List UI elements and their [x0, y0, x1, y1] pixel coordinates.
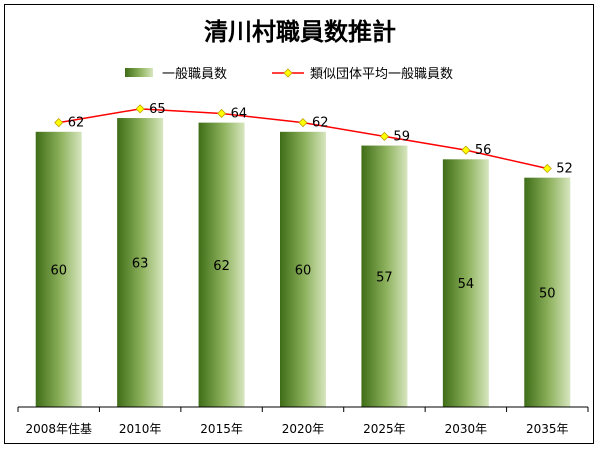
- bar-5: [442, 159, 489, 407]
- bar-value-label-6: 50: [539, 286, 556, 301]
- bar-value-label-5: 54: [458, 277, 475, 292]
- bar-1: [117, 118, 164, 407]
- x-tick-label-6: 2035年: [526, 422, 569, 436]
- line-value-label-3: 62: [312, 116, 329, 131]
- x-tick-label-2: 2015年: [200, 422, 243, 436]
- plot-area: 60 63 62 60 57 54 50 2008年住基 2010年 2015年 2020年 2025…: [17, 102, 589, 436]
- bar-0: [35, 131, 82, 408]
- legend-swatch-bar: [125, 68, 153, 77]
- chart-title: 清川村職員数推計: [204, 18, 396, 46]
- x-tick-label-4: 2025年: [363, 422, 406, 436]
- legend: 一般職員数 類似団体平均一般職員数: [125, 66, 453, 82]
- bar-value-label-2: 62: [213, 259, 230, 274]
- x-tick-label-5: 2030年: [445, 422, 488, 436]
- bar-2: [198, 122, 245, 408]
- line-point-4: [379, 131, 389, 141]
- x-tick-label-3: 2020年: [282, 422, 325, 436]
- bar-value-label-0: 60: [50, 263, 67, 278]
- line-point-3: [298, 118, 308, 128]
- line-value-label-1: 65: [149, 102, 166, 117]
- bar-3: [280, 131, 326, 408]
- line-point-2: [217, 108, 227, 119]
- line-point-0: [54, 118, 64, 128]
- line-point-1: [135, 104, 145, 114]
- x-tick-label-1: 2010年: [119, 422, 162, 436]
- line-value-label-2: 64: [231, 106, 248, 121]
- bar-4: [361, 145, 408, 407]
- chart-frame: 清川村職員数推計 一般職員数 類似団体平均一般職員数 60 63 62 60 57 54 5…: [4, 4, 594, 444]
- x-tick-label-0: 2008年住基: [25, 422, 92, 436]
- legend-line-marker: [283, 68, 293, 78]
- line-value-label-5: 56: [475, 143, 492, 158]
- legend-label-line: 類似団体平均一般職員数: [310, 66, 453, 82]
- line-value-label-6: 52: [556, 161, 573, 176]
- bar-6: [524, 177, 571, 407]
- chart-svg: 清川村職員数推計 一般職員数 類似団体平均一般職員数 60 63 62 60 57 54 5…: [17, 18, 589, 436]
- line-value-label-4: 59: [393, 129, 410, 144]
- line-point-6: [542, 163, 552, 174]
- line-point-5: [461, 145, 471, 155]
- bar-value-label-3: 60: [295, 263, 312, 278]
- line-value-label-0: 62: [68, 116, 85, 131]
- bar-value-label-4: 57: [376, 270, 393, 285]
- legend-label-bar: 一般職員数: [162, 66, 227, 82]
- bar-value-label-1: 63: [132, 257, 149, 272]
